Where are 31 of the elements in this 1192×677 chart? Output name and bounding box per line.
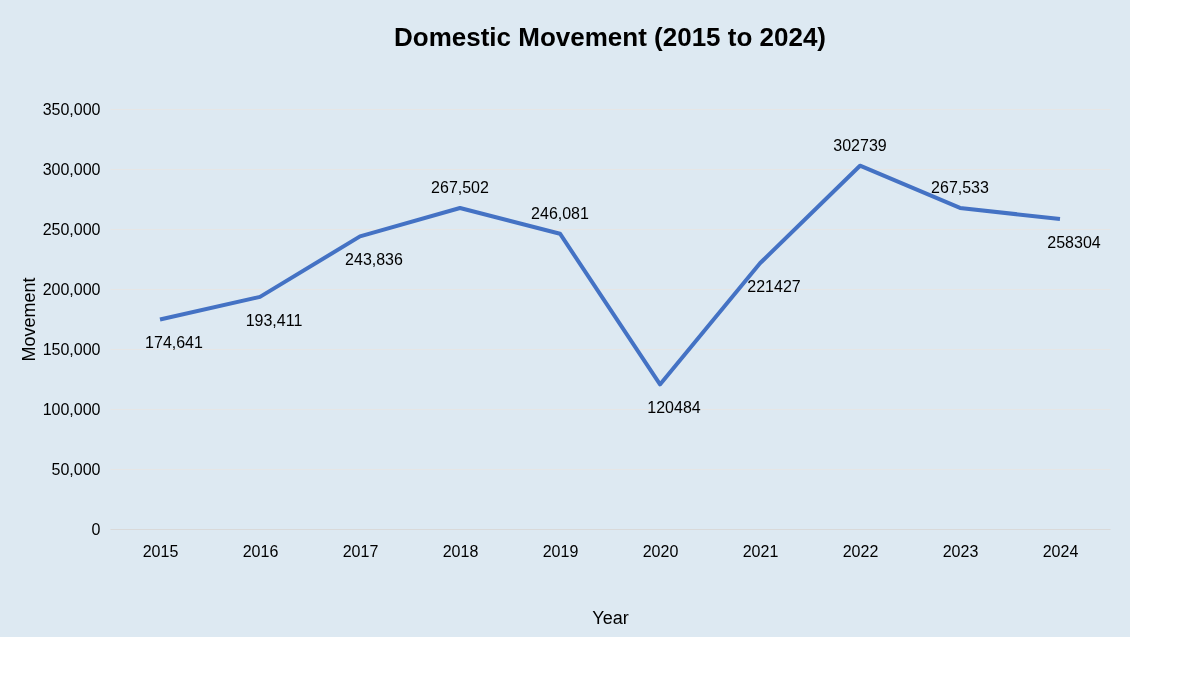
y-tick-label: 350,000 bbox=[42, 100, 101, 118]
x-tick-label: 2016 bbox=[242, 542, 279, 560]
x-tick-label: 2024 bbox=[1042, 542, 1079, 560]
data-label: 267,533 bbox=[931, 178, 990, 196]
data-label: 246,081 bbox=[531, 204, 590, 222]
x-tick-label: 2022 bbox=[842, 542, 879, 560]
data-label: 302739 bbox=[833, 136, 887, 154]
x-tick-label: 2023 bbox=[942, 542, 979, 560]
y-tick-label: 50,000 bbox=[51, 460, 101, 478]
y-tick-label: 0 bbox=[91, 520, 101, 538]
data-label: 174,641 bbox=[145, 334, 204, 352]
x-tick-label: 2019 bbox=[542, 542, 579, 560]
y-tick-label: 150,000 bbox=[42, 340, 101, 358]
x-tick-label: 2018 bbox=[442, 542, 479, 560]
y-axis-title: Movement bbox=[18, 277, 39, 362]
data-label: 258304 bbox=[1047, 234, 1101, 252]
chart-title: Domestic Movement (2015 to 2024) bbox=[393, 22, 827, 52]
x-tick-label: 2020 bbox=[642, 542, 679, 560]
x-tick-label: 2017 bbox=[342, 542, 379, 560]
x-tick-label: 2021 bbox=[742, 542, 779, 560]
data-label: 120484 bbox=[647, 399, 701, 417]
data-label: 221427 bbox=[747, 278, 801, 296]
data-label: 193,411 bbox=[245, 311, 303, 329]
y-tick-label: 250,000 bbox=[42, 220, 101, 238]
data-label: 243,836 bbox=[345, 251, 404, 269]
x-tick-label: 2015 bbox=[142, 542, 179, 560]
y-tick-label: 200,000 bbox=[42, 280, 101, 298]
y-tick-label: 300,000 bbox=[42, 160, 101, 178]
data-label: 267,502 bbox=[431, 179, 490, 196]
x-axis-title: Year bbox=[592, 607, 629, 628]
y-tick-label: 100,000 bbox=[42, 400, 101, 418]
